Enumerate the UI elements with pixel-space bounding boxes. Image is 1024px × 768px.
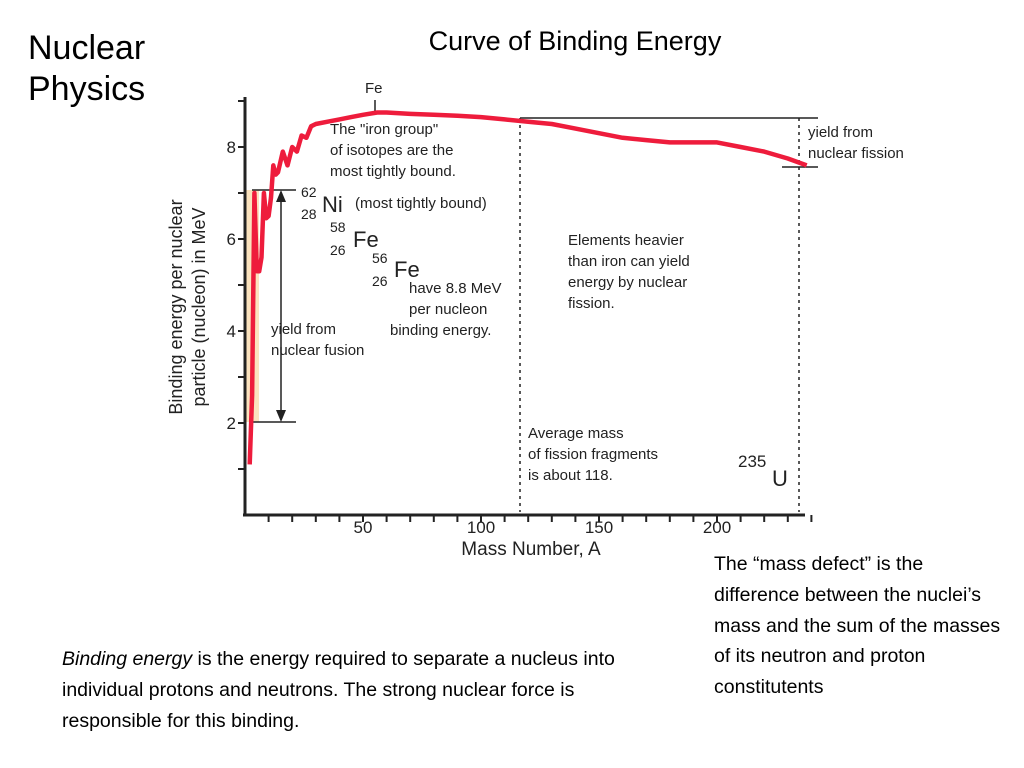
mass-defect-note: The “mass defect” is the difference betw… (714, 553, 1001, 699)
heavier-line-2: than iron can yield (568, 253, 690, 270)
fusion-arrow-head-down (276, 410, 286, 422)
slide-title-line-2: Physics (28, 70, 146, 109)
chart-title: Curve of Binding Energy (428, 26, 722, 56)
fe58-mass-number: 58 (330, 219, 346, 235)
ni-mass-number: 62 (301, 184, 317, 200)
y-tick-label: 6 (227, 230, 236, 249)
y-tick-labels: 2 4 6 8 (227, 138, 236, 433)
fusion-arrow-head-up (276, 190, 286, 202)
iron-group-line-1: The "iron group" (330, 121, 438, 138)
slide-title: Nuclear Physics (28, 28, 208, 111)
binding-energy-note: Binding energy is the energy required to… (62, 644, 622, 736)
y-axis-label-line-2: particle (nucleon) in MeV (189, 207, 209, 406)
x-tick-label: 150 (585, 518, 613, 537)
fusion-label-line-2: nuclear fusion (271, 342, 364, 359)
y-tick-label: 4 (227, 322, 236, 341)
x-tick-labels: 50 100 150 200 (354, 518, 732, 537)
y-tick-label: 2 (227, 414, 236, 433)
fe56-atomic-number: 26 (372, 273, 388, 289)
iron-group-line-2: of isotopes are the (330, 142, 453, 159)
fe56-mass-number: 56 (372, 250, 388, 266)
ni-atomic-number: 28 (301, 206, 317, 222)
fe58-symbol: Fe (353, 227, 379, 252)
heavier-line-4: fission. (568, 295, 615, 312)
fe-label: Fe (365, 80, 383, 97)
avg-mass-line-2: of fission fragments (528, 446, 658, 463)
ni-note: (most tightly bound) (355, 195, 487, 212)
have-line-1: have 8.8 MeV (409, 280, 502, 297)
x-ticks (267, 515, 813, 522)
slide-title-line-1: Nuclear (28, 29, 146, 67)
fusion-label-line-1: yield from (271, 321, 336, 338)
fission-label-line-2: nuclear fission (808, 145, 904, 162)
have-line-2: per nucleon (409, 301, 487, 318)
x-tick-label: 200 (703, 518, 731, 537)
x-tick-label: 100 (467, 518, 495, 537)
y-axis-label-line-1: Binding energy per nuclear (166, 199, 186, 414)
avg-mass-line-3: is about 118. (528, 467, 613, 484)
avg-mass-line-1: Average mass (528, 425, 624, 442)
u-mass-number: 235 (738, 452, 766, 471)
heavier-line-1: Elements heavier (568, 232, 684, 249)
x-tick-label: 50 (354, 518, 373, 537)
y-ticks (238, 100, 245, 470)
have-line-3: binding energy. (390, 322, 491, 339)
iron-group-line-3: most tightly bound. (330, 163, 456, 180)
fission-label-line-1: yield from (808, 124, 873, 141)
binding-energy-curve (247, 110, 808, 465)
binding-energy-term: Binding energy (62, 648, 193, 670)
ni-symbol: Ni (322, 192, 343, 217)
binding-energy-definition: is the energy required to separate a nuc… (62, 648, 615, 732)
heavier-line-3: energy by nuclear (568, 274, 687, 291)
x-axis-label: Mass Number, A (461, 539, 601, 560)
y-tick-label: 8 (227, 138, 236, 157)
annotations: Fe The "iron group" of isotopes are the … (271, 80, 904, 491)
fe58-atomic-number: 26 (330, 242, 346, 258)
binding-energy-chart: 50 100 150 200 2 4 6 8 Mass Number, A Binding … (166, 80, 904, 560)
fe56-symbol: Fe (394, 257, 420, 282)
u-symbol: U (772, 466, 788, 491)
